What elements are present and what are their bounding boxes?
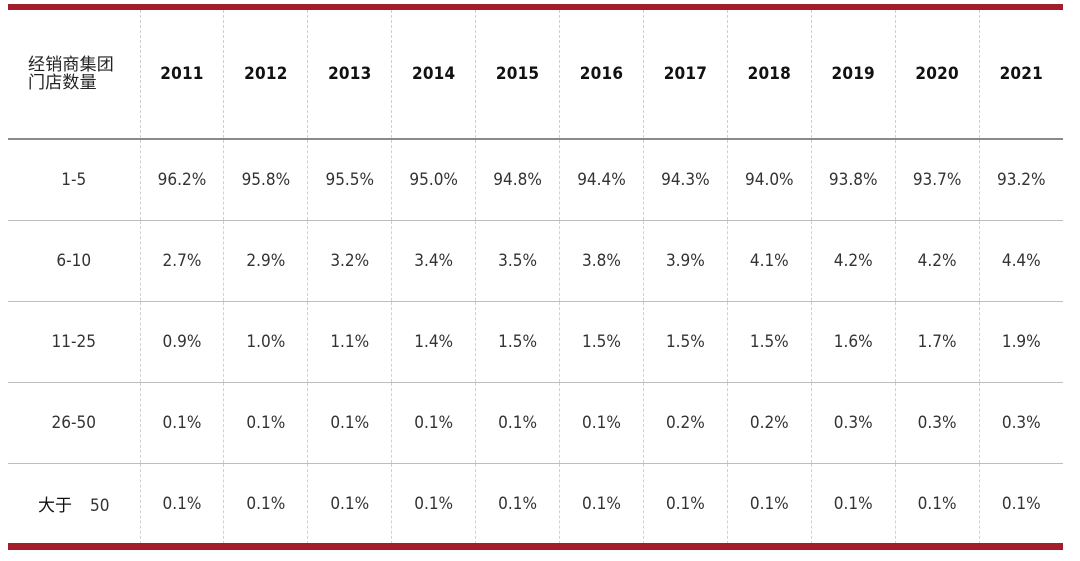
table-cell: 93.2% (978, 139, 1063, 221)
table-cell: 0.9% (139, 301, 224, 383)
table-cell: 0.1% (726, 463, 812, 544)
table-cell: 1.5% (559, 301, 644, 383)
table-row: 大于 50 0.1% 0.1% 0.1% 0.1% 0.1% 0.1% 0.1% 0.1% 0.1%… (8, 463, 1063, 544)
table-cell: 4.2% (810, 220, 896, 302)
row-label: 11-25 (8, 301, 140, 383)
table-cell: 0.3% (894, 382, 980, 464)
column-header: 2021 (978, 10, 1063, 140)
table-cell: 1.7% (894, 301, 980, 383)
table-cell: 1.0% (223, 301, 308, 383)
table-cell: 93.7% (894, 139, 980, 221)
table-cell: 0.1% (223, 382, 308, 464)
table-row: 1-5 96.2% 95.8% 95.5% 95.0% 94.8% 94.4% 94.3% 94… (8, 139, 1063, 221)
column-header: 2014 (391, 10, 476, 140)
table-cell: 1.9% (978, 301, 1063, 383)
table-cell: 4.2% (894, 220, 980, 302)
column-header: 2020 (894, 10, 980, 140)
table-cell: 0.1% (307, 382, 392, 464)
top-accent-bar (8, 4, 1063, 10)
table-cell: 3.2% (307, 220, 392, 302)
table-cell: 0.2% (642, 382, 728, 464)
table-cell: 0.1% (559, 463, 644, 544)
table-cell: 0.1% (139, 382, 224, 464)
table-cell: 3.4% (391, 220, 476, 302)
table-cell: 96.2% (139, 139, 224, 221)
column-header: 2015 (475, 10, 560, 140)
corner-header: 经销商集团 门店数量 (8, 10, 140, 140)
table-cell: 0.3% (810, 382, 896, 464)
table-cell: 0.1% (139, 463, 224, 544)
column-header: 2011 (139, 10, 224, 140)
row-label: 26-50 (8, 382, 140, 464)
column-header: 2018 (726, 10, 812, 140)
table-cell: 0.1% (475, 463, 560, 544)
table-cell: 95.5% (307, 139, 392, 221)
table-cell: 1.5% (726, 301, 812, 383)
table-cell: 3.9% (642, 220, 728, 302)
table-cell: 94.0% (726, 139, 812, 221)
table-cell: 95.8% (223, 139, 308, 221)
table-cell: 1.5% (642, 301, 728, 383)
table-cell: 2.9% (223, 220, 308, 302)
table-cell: 0.1% (391, 382, 476, 464)
header-row: 经销商集团 门店数量 2011 2012 2013 2014 2015 2016 2017 2… (8, 10, 1063, 140)
table-cell: 0.1% (810, 463, 896, 544)
table-row: 11-25 0.9% 1.0% 1.1% 1.4% 1.5% 1.5% 1.5% 1.5% 1.6… (8, 301, 1063, 383)
table-cell: 94.4% (559, 139, 644, 221)
row-label: 大于 50 (8, 463, 140, 544)
row-label-value: 50 (90, 496, 110, 517)
table-cell: 1.1% (307, 301, 392, 383)
table-cell: 2.7% (139, 220, 224, 302)
table-cell: 3.8% (559, 220, 644, 302)
table-cell: 0.1% (223, 463, 308, 544)
corner-header-line-1: 经销商集团 (28, 55, 114, 75)
column-header: 2012 (223, 10, 308, 140)
table-cell: 0.2% (726, 382, 812, 464)
table-cell: 94.8% (475, 139, 560, 221)
table-cell: 0.1% (642, 463, 728, 544)
corner-header-line-2: 门店数量 (28, 73, 97, 93)
row-label: 1-5 (8, 139, 140, 221)
table-cell: 0.1% (559, 382, 644, 464)
table-cell: 4.4% (978, 220, 1063, 302)
table-cell: 1.5% (475, 301, 560, 383)
table-cell: 0.1% (475, 382, 560, 464)
table-cell: 1.6% (810, 301, 896, 383)
bottom-accent-bar (8, 543, 1063, 550)
table-cell: 94.3% (642, 139, 728, 221)
column-header: 2013 (307, 10, 392, 140)
table-cell: 0.3% (978, 382, 1063, 464)
table-row: 26-50 0.1% 0.1% 0.1% 0.1% 0.1% 0.1% 0.2% 0.2% 0.3… (8, 382, 1063, 464)
table-cell: 0.1% (978, 463, 1063, 544)
row-label: 6-10 (8, 220, 140, 302)
table-cell: 1.4% (391, 301, 476, 383)
table-cell: 0.1% (391, 463, 476, 544)
column-header: 2016 (559, 10, 644, 140)
row-label-prefix: 大于 (38, 496, 73, 517)
table-cell: 95.0% (391, 139, 476, 221)
table-row: 6-10 2.7% 2.9% 3.2% 3.4% 3.5% 3.8% 3.9% 4.1% 4.2%… (8, 220, 1063, 302)
table-cell: 4.1% (726, 220, 812, 302)
table-cell: 0.1% (307, 463, 392, 544)
dealer-store-count-table: 经销商集团 门店数量 2011 2012 2013 2014 2015 2016 2017 2… (8, 10, 1063, 544)
table-cell: 0.1% (894, 463, 980, 544)
column-header: 2017 (642, 10, 728, 140)
table-cell: 93.8% (810, 139, 896, 221)
table-cell: 3.5% (475, 220, 560, 302)
column-header: 2019 (810, 10, 896, 140)
